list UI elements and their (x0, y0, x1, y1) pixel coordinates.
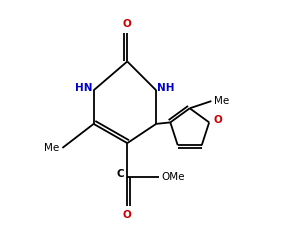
Text: HN: HN (75, 83, 93, 93)
Text: O: O (123, 210, 132, 220)
Text: NH: NH (157, 83, 175, 93)
Text: Me: Me (214, 96, 229, 106)
Text: Me: Me (44, 143, 59, 153)
Text: O: O (214, 115, 223, 125)
Text: C: C (116, 169, 124, 179)
Text: O: O (123, 19, 132, 29)
Text: OMe: OMe (161, 172, 184, 182)
